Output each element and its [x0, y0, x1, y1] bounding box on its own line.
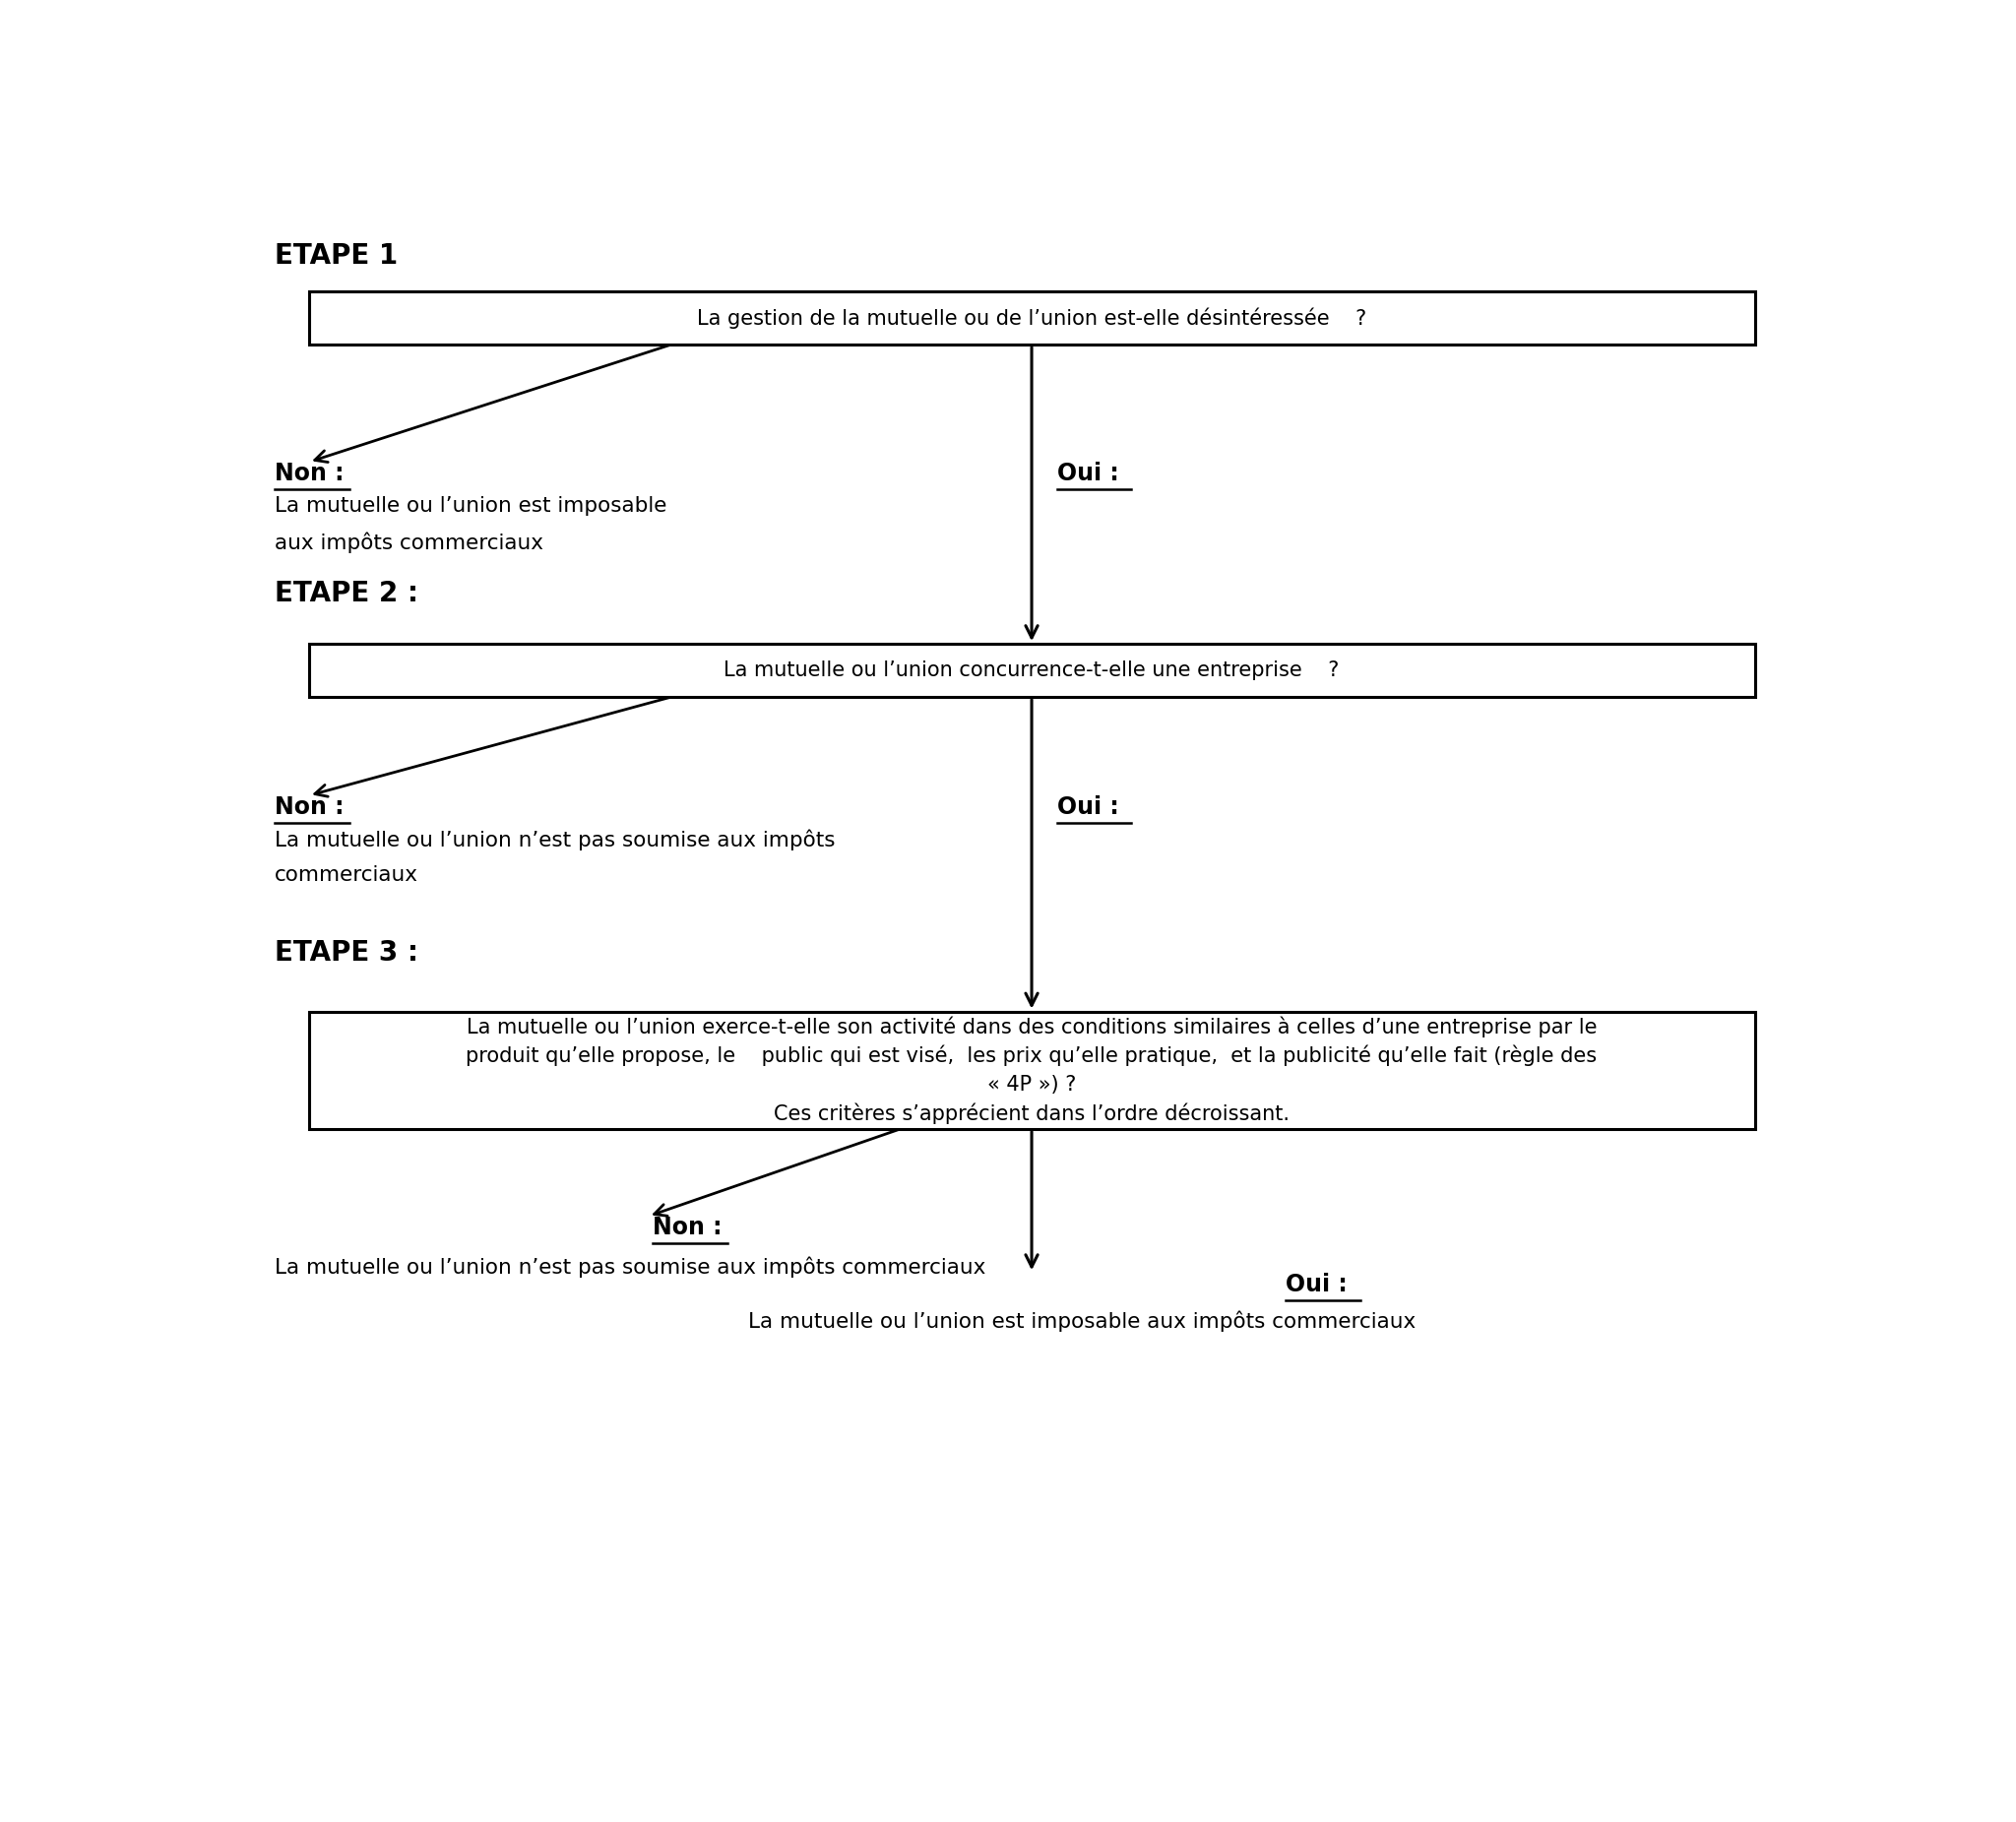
- Text: Oui :: Oui :: [1056, 463, 1119, 485]
- Text: La mutuelle ou l’union n’est pas soumise aux impôts commerciaux: La mutuelle ou l’union n’est pas soumise…: [274, 1255, 986, 1277]
- Text: Ces critères s’apprécient dans l’ordre décroissant.: Ces critères s’apprécient dans l’ordre d…: [774, 1102, 1290, 1124]
- Text: ETAPE 1: ETAPE 1: [274, 242, 397, 270]
- Text: aux impôts commerciaux: aux impôts commerciaux: [274, 532, 544, 552]
- Text: La mutuelle ou l’union est imposable aux impôts commerciaux: La mutuelle ou l’union est imposable aux…: [748, 1310, 1415, 1332]
- Text: La mutuelle ou l’union n’est pas soumise aux impôts: La mutuelle ou l’union n’est pas soumise…: [274, 829, 835, 851]
- Text: « 4P ») ?: « 4P ») ?: [988, 1075, 1077, 1095]
- Text: La mutuelle ou l’union concurrence-t-elle une entreprise    ?: La mutuelle ou l’union concurrence-t-ell…: [724, 661, 1339, 680]
- Text: La gestion de la mutuelle ou de l’union est-elle désintéressée    ?: La gestion de la mutuelle ou de l’union …: [698, 308, 1367, 328]
- Text: La mutuelle ou l’union exerce-t-elle son activité dans des conditions similaires: La mutuelle ou l’union exerce-t-elle son…: [466, 1017, 1597, 1037]
- Text: commerciaux: commerciaux: [274, 865, 419, 885]
- Text: La mutuelle ou l’union est imposable: La mutuelle ou l’union est imposable: [274, 496, 667, 516]
- Bar: [308, 292, 1754, 344]
- Text: Non :: Non :: [653, 1215, 722, 1239]
- Text: Non :: Non :: [274, 796, 345, 820]
- Text: ETAPE 3 :: ETAPE 3 :: [274, 940, 419, 967]
- Text: Oui :: Oui :: [1056, 796, 1119, 820]
- Bar: [308, 643, 1754, 696]
- Text: Oui :: Oui :: [1286, 1274, 1347, 1297]
- Text: produit qu’elle propose, le    public qui est visé,  les prix qu’elle pratique, : produit qu’elle propose, le public qui e…: [466, 1046, 1597, 1066]
- Text: Non :: Non :: [274, 463, 345, 485]
- Text: ETAPE 2 :: ETAPE 2 :: [274, 579, 419, 607]
- Bar: [308, 1011, 1754, 1130]
